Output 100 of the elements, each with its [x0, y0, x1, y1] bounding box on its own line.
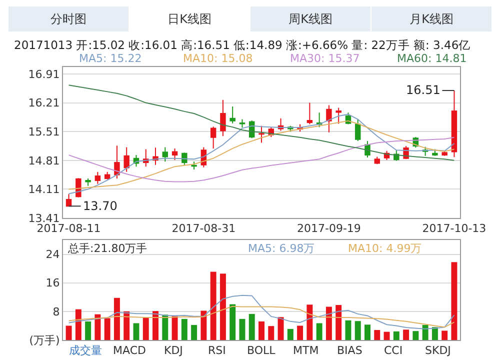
candlestick [66, 194, 72, 207]
line-series [68, 294, 455, 330]
bar [94, 314, 101, 340]
y-tick-label: 8 [52, 305, 60, 318]
candlestick [306, 102, 313, 125]
candlestick [114, 145, 120, 179]
x-tick-label: 2017-09-19 [296, 222, 361, 236]
text: MA10: 4.99万 [348, 242, 422, 255]
bar [384, 332, 390, 340]
candlestick [336, 107, 342, 124]
bar [104, 318, 110, 340]
bar [258, 321, 264, 340]
y-tick-label: 13.41 [28, 212, 60, 225]
bar [268, 326, 274, 340]
candlestick [220, 99, 226, 137]
y-tick-label: 16.21 [28, 96, 60, 110]
x-tick-label: 2017-08-11 [36, 222, 101, 236]
y-tick-label: 24 [46, 248, 60, 262]
bar [210, 272, 216, 340]
bar [133, 323, 140, 340]
bar [345, 320, 352, 340]
annotation: 总手:21.80万手 [67, 242, 148, 255]
candlestick [85, 178, 91, 186]
x-tick-label: 2017-10-13 [422, 222, 486, 236]
candlestick [124, 146, 130, 172]
bar [412, 331, 419, 340]
y-tick-label: 14.11 [28, 183, 60, 196]
text: MA5: 6.98万 [248, 242, 315, 255]
candlestick [258, 125, 264, 144]
bar [432, 327, 438, 340]
bar [306, 304, 313, 340]
line-series [68, 306, 455, 328]
text: BIAS [337, 344, 362, 357]
y-tick-label: 14.81 [28, 154, 60, 168]
candlestick [210, 126, 216, 149]
bar [200, 310, 207, 340]
bar [191, 325, 198, 340]
bar [124, 311, 130, 340]
bar [181, 318, 188, 340]
text: MA30: 15.37 [290, 52, 360, 65]
candlestick [94, 171, 101, 184]
text: MA5: 15.22 [79, 52, 142, 65]
bar [172, 316, 178, 340]
bar [364, 324, 370, 340]
bar [393, 331, 400, 340]
bar [85, 321, 92, 340]
text: 分时图 [50, 12, 87, 26]
bar [66, 326, 72, 340]
text: 周K线图 [288, 12, 332, 26]
bar [422, 325, 428, 340]
bar [239, 318, 246, 340]
candlestick [326, 104, 332, 133]
bar [316, 323, 322, 340]
text: CCI [384, 344, 403, 357]
bar [374, 330, 380, 340]
y-tick-label: 16 [46, 276, 60, 290]
bar [162, 314, 168, 340]
text: KDJ [164, 344, 183, 357]
text: 月K线图 [410, 12, 454, 26]
bar [451, 262, 458, 340]
text: MA60: 14.81 [397, 52, 467, 65]
candlestick [355, 118, 361, 142]
candlestick [230, 106, 236, 124]
candlestick [182, 152, 188, 166]
candlestick [442, 150, 448, 156]
candlestick [162, 146, 168, 162]
bar [442, 330, 448, 340]
bar [114, 298, 120, 340]
bar [152, 311, 158, 340]
candlestick [239, 118, 246, 128]
bar [248, 314, 255, 340]
chart-title: 20171013 开:15.02 收:16.01 高:16.51 低:14.89 涨:+6.66% 量: 22万手 额: 3.46亿 [14, 38, 471, 52]
bar [142, 317, 149, 340]
line-series [68, 84, 455, 161]
text: MA10: 15.08 [183, 52, 253, 65]
candlestick [374, 156, 380, 165]
y-tick-label: 15.51 [28, 125, 60, 138]
text: 日K线图 [168, 12, 212, 26]
text: RSI [208, 344, 226, 357]
text: MACD [113, 344, 146, 357]
bar [278, 317, 284, 340]
x-tick-label: 2017-08-31 [172, 222, 236, 236]
bar [230, 304, 236, 340]
bar [287, 328, 294, 340]
annotation: 16.51 [406, 83, 440, 97]
line-series [68, 136, 455, 182]
candlestick [172, 148, 178, 160]
text: SKDJ [425, 344, 451, 357]
candlestick [451, 90, 458, 158]
bar [336, 305, 342, 340]
annotation: 13.70 [83, 199, 118, 213]
text: BOLL [247, 344, 276, 357]
bar [326, 306, 332, 340]
text: 成交量 [69, 344, 102, 357]
candlestick [432, 148, 438, 156]
bar [403, 330, 410, 340]
y-tick-label: 16.91 [28, 68, 60, 81]
text: MTM [293, 344, 319, 357]
bar [220, 274, 226, 340]
bar [354, 321, 361, 340]
